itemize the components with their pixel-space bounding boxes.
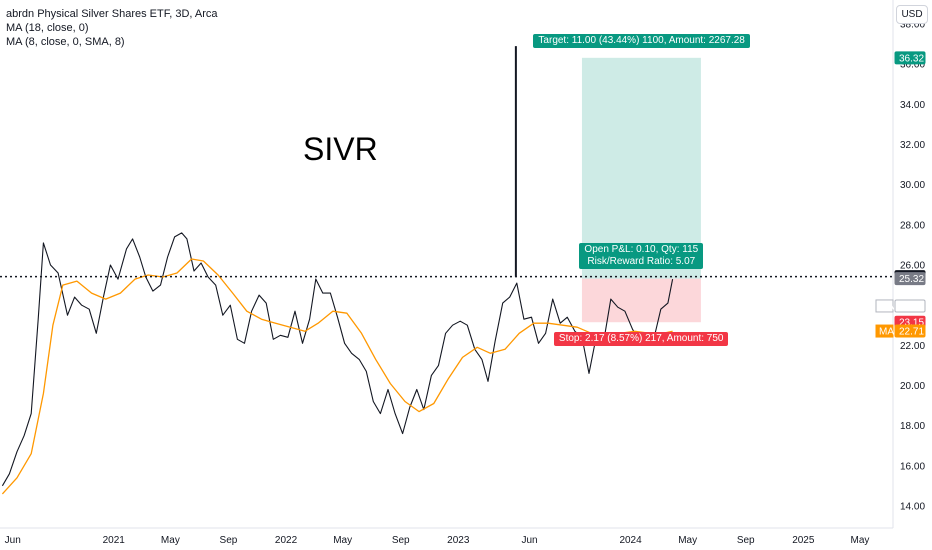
- annotation-title[interactable]: SIVR: [303, 131, 378, 167]
- price-tick-label: 32.00: [900, 140, 925, 151]
- time-tick-label: Jun: [522, 535, 538, 546]
- time-tick-label: 2021: [103, 535, 126, 546]
- series-layer: [1, 232, 674, 495]
- time-tick-label: May: [851, 535, 870, 546]
- time-tick-label: 2024: [619, 535, 642, 546]
- price-tick-label: 30.00: [900, 180, 925, 191]
- price-tag-label: 23.15: [899, 318, 924, 329]
- price-tag-label: 36.32: [899, 53, 924, 64]
- time-tick-label: May: [161, 535, 180, 546]
- target-label[interactable]: Target: 11.00 (43.44%) 1100, Amount: 226…: [533, 33, 750, 48]
- price-tag-label: 22.71: [899, 327, 924, 338]
- price-tick-label: 36.00: [900, 60, 925, 71]
- loss-zone: [581, 278, 701, 323]
- time-axis[interactable]: Jun 2021 May Sep 2022 May Sep 2023 Jun 2024 May Sep…: [5, 535, 870, 546]
- chart-legend: abrdn Physical Silver Shares ETF, 3D, Ar…: [6, 7, 218, 49]
- price-tick-label: 20.00: [900, 381, 925, 392]
- ma-prefix-box: [875, 324, 894, 338]
- drawing-lines-layer: [0, 46, 893, 278]
- ma18-series-line: [1, 258, 673, 495]
- price-axis[interactable]: 38.0036.0034.0032.0030.0028.0026.0024.00…: [900, 20, 925, 513]
- open-pnl-line: Open P&L: 0.10, Qty: 115: [584, 243, 699, 255]
- price-tick-label: 14.00: [900, 501, 925, 512]
- currency-button[interactable]: USD: [896, 5, 928, 24]
- price-tick-label: 38.00: [900, 20, 925, 31]
- time-tick-label: Sep: [392, 535, 410, 546]
- price-tick-label: 34.00: [900, 100, 925, 111]
- time-tick-label: Sep: [737, 535, 755, 546]
- price-series-line: [1, 232, 674, 487]
- price-tick-label: 28.00: [900, 220, 925, 231]
- stop-label[interactable]: Stop: 2.17 (8.57%) 217, Amount: 750: [553, 332, 729, 347]
- price-tag-label: 23.96: [899, 301, 924, 312]
- ma18-legend-line[interactable]: MA (18, close, 0): [6, 22, 89, 34]
- price-tick-label: 26.00: [900, 261, 925, 272]
- symbol-line[interactable]: abrdn Physical Silver Shares ETF, 3D, Ar…: [6, 8, 218, 20]
- time-tick-label: May: [333, 535, 352, 546]
- risk-reward-line: Risk/Reward Ratio: 5.07: [587, 255, 696, 267]
- position-tool-layer: [581, 57, 701, 323]
- price-tick-label: 22.00: [900, 341, 925, 352]
- time-tick-label: May: [678, 535, 697, 546]
- time-tick-label: Jun: [5, 535, 21, 546]
- time-tick-label: 2023: [447, 535, 470, 546]
- open-pnl-label[interactable]: Open P&L: 0.10, Qty: 115 Risk/Reward Rat…: [579, 242, 704, 269]
- price-tick-label: 16.00: [900, 461, 925, 472]
- price-tick-label: 18.00: [900, 421, 925, 432]
- time-tick-label: Sep: [220, 535, 238, 546]
- price-tag-label: 25.32: [899, 274, 924, 285]
- ma-prefix-label: MA: [879, 301, 894, 312]
- ma-prefix-label: MA: [879, 327, 894, 338]
- price-tag-box: [894, 272, 926, 286]
- price-tag-box: [894, 51, 926, 65]
- time-tick-label: 2025: [792, 535, 815, 546]
- ma-prefix-box: [875, 299, 894, 313]
- profit-zone: [581, 57, 701, 279]
- price-tag-box: [894, 324, 926, 338]
- price-tag-box: [894, 299, 926, 313]
- ma8-legend-line[interactable]: MA (8, close, 0, SMA, 8): [6, 36, 125, 48]
- time-tick-label: 2022: [275, 535, 298, 546]
